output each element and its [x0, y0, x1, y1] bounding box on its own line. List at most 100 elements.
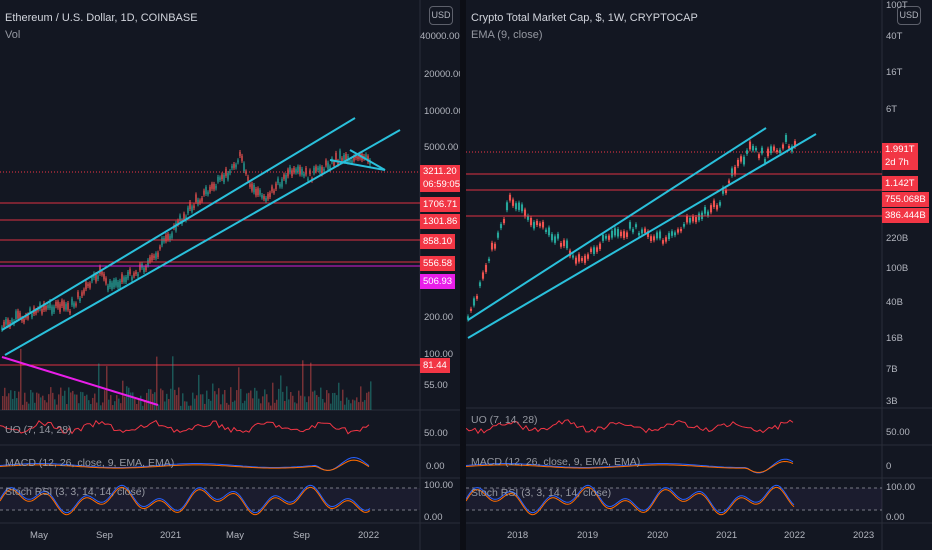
volume-bar	[262, 396, 264, 410]
volume-bar	[352, 399, 354, 410]
time-axis-label: 2019	[577, 530, 599, 541]
pane-divider[interactable]	[460, 0, 466, 550]
candle	[123, 277, 125, 282]
candle	[628, 222, 632, 229]
candle	[145, 266, 147, 271]
candle	[165, 234, 167, 242]
volume-bar	[38, 393, 40, 410]
volume-bar	[86, 394, 88, 410]
candle	[155, 253, 157, 259]
uo-indicator-label[interactable]: UO (7, 14, 28)	[5, 424, 72, 436]
volume-bar	[212, 383, 214, 410]
candle	[11, 319, 13, 323]
volume-bar	[156, 356, 158, 410]
candle	[57, 301, 59, 308]
stoch-rsi-indicator-label[interactable]: Stoch RSI (3, 3, 14, 14, close)	[471, 487, 612, 499]
macd-axis: 0	[886, 461, 892, 472]
candle	[577, 254, 581, 262]
crypto-cap-chart-title: Crypto Total Market Cap, $, 1W, CRYPTOCA…	[471, 12, 698, 24]
candle	[751, 145, 755, 151]
candle	[159, 246, 161, 249]
uo-line	[466, 419, 794, 435]
volume-bar	[300, 395, 302, 410]
candle	[107, 285, 109, 291]
candle	[131, 277, 133, 281]
candle	[29, 308, 31, 312]
candle	[335, 152, 337, 161]
candle	[472, 298, 476, 306]
volume-bar	[344, 404, 346, 410]
level-tag: 556.58	[420, 256, 456, 271]
candle	[337, 160, 339, 165]
candle	[95, 273, 97, 282]
candle	[81, 292, 83, 296]
volume-bar	[232, 401, 234, 410]
volume-bar	[14, 390, 16, 410]
volume-bar	[254, 387, 256, 410]
level-tag: 1301.86	[420, 214, 460, 229]
volume-bar	[302, 360, 304, 410]
volume-bar	[176, 395, 178, 410]
volume-bar	[196, 395, 198, 410]
volume-bar	[192, 392, 194, 410]
volume-bar	[218, 388, 220, 410]
candle	[269, 192, 271, 198]
last-price-value: 3211.20	[423, 166, 457, 177]
candle	[167, 233, 169, 240]
ema-label: EMA (9, close)	[471, 29, 543, 41]
stoch-rsi-indicator-label[interactable]: Stoch RSI (3, 3, 14, 14, close)	[5, 486, 146, 498]
volume-bar	[66, 404, 68, 410]
candle	[781, 144, 785, 149]
candle	[598, 243, 602, 250]
volume-bar	[80, 391, 82, 410]
eth-chart-pane[interactable]: Ethereum / U.S. Dollar, 1D, COINBASE Vol…	[0, 0, 460, 550]
volume-bar	[220, 404, 222, 410]
candle	[103, 273, 105, 280]
time-axis-label: Sep	[96, 530, 113, 541]
candle	[229, 171, 231, 174]
candle	[247, 176, 249, 181]
candle	[649, 236, 653, 242]
candle	[237, 160, 239, 163]
price-axis-label: 5000.00	[424, 142, 459, 153]
volume-bar	[52, 392, 54, 410]
candle	[253, 185, 255, 193]
candle	[709, 205, 713, 213]
uo-indicator-label[interactable]: UO (7, 14, 28)	[471, 414, 538, 426]
price-axis-label: 40T	[886, 31, 903, 42]
candle	[532, 222, 536, 229]
candle	[307, 178, 309, 181]
candle	[538, 223, 542, 227]
volume-bar	[306, 402, 308, 410]
volume-bar	[318, 396, 320, 410]
volume-bar	[110, 395, 112, 410]
crypto-cap-chart-canvas[interactable]	[466, 0, 932, 550]
candle	[321, 167, 323, 175]
candle	[601, 234, 605, 241]
volume-bar	[348, 399, 350, 410]
candle	[35, 309, 37, 314]
candle	[55, 302, 57, 307]
volume-bar	[304, 396, 306, 410]
volume-bar	[106, 366, 108, 410]
macd-indicator-label[interactable]: MACD (12, 26, close, 9, EMA, EMA)	[5, 457, 175, 469]
currency-button[interactable]: USD	[429, 6, 453, 25]
currency-button[interactable]: USD	[897, 6, 921, 25]
eth-chart-canvas[interactable]	[0, 0, 460, 550]
candle	[133, 273, 135, 277]
volume-bar	[34, 402, 36, 410]
volume-bar	[48, 394, 50, 410]
trend-channel-line	[349, 149, 386, 171]
candle	[499, 224, 503, 229]
candle	[289, 166, 291, 173]
candle	[279, 184, 281, 187]
crypto-cap-chart-pane[interactable]: Crypto Total Market Cap, $, 1W, CRYPTOCA…	[466, 0, 932, 550]
volume-bar	[288, 399, 290, 410]
candle	[89, 283, 91, 288]
price-axis-label: 220B	[886, 233, 909, 244]
candle	[313, 167, 315, 174]
macd-indicator-label[interactable]: MACD (12, 26, close, 9, EMA, EMA)	[471, 456, 641, 468]
volume-bar	[334, 392, 336, 410]
price-axis-label: 100B	[886, 263, 909, 274]
candle	[619, 231, 623, 237]
